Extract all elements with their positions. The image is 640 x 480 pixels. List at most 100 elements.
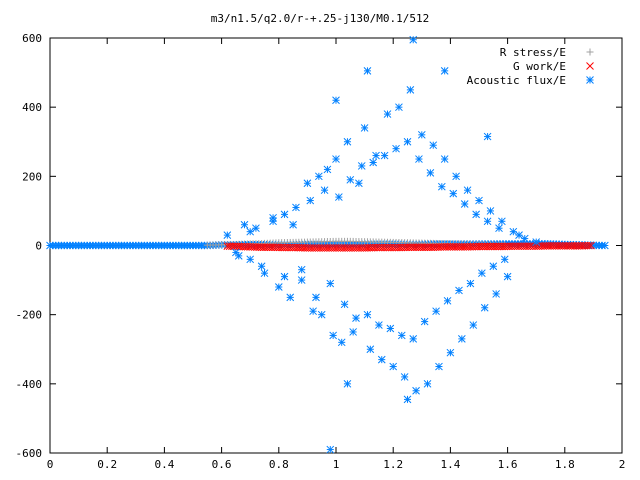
legend-marker [586,62,594,70]
acoustic-flux-point [274,283,283,291]
y-tick-label: -200 [16,309,43,322]
acoustic-flux-point [443,296,452,305]
x-tick-label: 1.4 [440,458,460,471]
acoustic-flux-point [478,269,486,278]
acoustic-flux-point [440,67,449,75]
acoustic-flux-point [323,165,332,174]
acoustic-flux-point [380,151,389,160]
acoustic-flux-point [280,272,289,281]
acoustic-flux-point [492,290,501,298]
g-work-series [223,241,595,252]
acoustic-flux-point [246,255,255,264]
acoustic-flux-point [489,262,498,271]
acoustic-flux-point [306,196,315,205]
acoustic-flux-point [472,210,480,219]
x-tick-label: 0.8 [269,458,289,471]
acoustic-flux-point [460,200,469,208]
acoustic-flux-point [349,328,358,336]
acoustic-flux-point [320,186,329,195]
acoustic-flux-point [500,255,509,264]
acoustic-flux-point [486,207,495,215]
acoustic-flux-point [346,175,355,184]
acoustic-flux-point [432,307,440,316]
acoustic-flux-point [403,137,412,146]
acoustic-flux-point [446,348,455,357]
acoustic-flux-point [269,213,277,222]
acoustic-flux-point [400,373,409,381]
acoustic-flux-point [246,227,255,236]
y-tick-label: 600 [22,32,42,45]
acoustic-flux-point [475,196,483,205]
acoustic-flux-point [440,155,449,163]
acoustic-flux-point [420,317,429,326]
acoustic-flux-point [520,234,529,243]
acoustic-flux-point [375,321,383,329]
y-tick-label: -600 [16,447,43,460]
acoustic-flux-point [483,132,492,141]
acoustic-flux-point [303,179,312,188]
acoustic-flux-point [452,172,460,181]
legend-label: R stress/E [500,46,566,59]
acoustic-flux-point [332,96,340,105]
acoustic-flux-point [234,252,243,260]
acoustic-flux-point [297,265,306,274]
axis-ticks: 0 0.2 0.4 0.6 0.8 1 1.2 1.4 1.6 1.8 2 -600 -400 -200 0… [16,32,626,471]
acoustic-flux-point [363,310,372,319]
acoustic-flux-point [280,210,289,219]
acoustic-flux-baseline-point [600,241,609,250]
acoustic-flux-point [223,231,232,239]
acoustic-flux-point [377,355,386,364]
acoustic-flux-point [389,362,398,371]
y-tick-label: 0 [35,240,42,253]
x-tick-label: 0.4 [154,458,174,471]
g-work-point [584,241,593,250]
acoustic-flux-point [337,338,346,347]
acoustic-flux-point [495,224,503,233]
acoustic-flux-point [498,217,506,226]
acoustic-flux-point [397,331,406,340]
g-work-point [587,241,595,250]
acoustic-flux-point [360,124,369,132]
acoustic-flux-point [383,110,392,118]
acoustic-flux-point [480,303,489,312]
acoustic-flux-point [426,169,435,177]
acoustic-flux-point [309,307,317,316]
y-tick-label: 200 [22,170,42,183]
acoustic-flux-point [463,186,472,195]
acoustic-flux-point [372,151,380,160]
acoustic-flux-point [257,262,266,271]
acoustic-flux-point [343,137,352,146]
acoustic-flux-point [369,158,378,167]
chart-title: m3/n1.5/q2.0/r-+.25-j130/M0.1/512 [211,12,430,25]
acoustic-flux-point [449,189,458,198]
acoustic-flux-point [312,293,320,302]
acoustic-flux-point [343,379,352,388]
acoustic-flux-point [412,386,420,395]
acoustic-flux-point [332,155,340,163]
acoustic-flux-point [355,179,363,188]
acoustic-flux-point [326,445,335,454]
acoustic-flux-point [363,67,372,75]
legend-marker [586,48,594,56]
acoustic-flux-point [326,279,335,288]
acoustic-flux-point [317,310,326,319]
x-tick-label: 0.2 [97,458,117,471]
x-tick-label: 1 [333,458,340,471]
acoustic-flux-point [340,300,349,309]
acoustic-flux-point [366,345,375,354]
acoustic-flux-point [503,272,512,281]
acoustic-flux-point [515,231,523,239]
acoustic-flux-point [403,395,412,404]
acoustic-flux-series [223,35,541,454]
data-marks [46,35,609,454]
acoustic-flux-point [532,238,541,246]
acoustic-flux-point [395,103,403,112]
acoustic-flux-point [417,130,426,139]
acoustic-flux-point [297,276,306,284]
x-tick-label: 0.6 [212,458,232,471]
x-tick-label: 1.6 [498,458,518,471]
acoustic-flux-point [335,193,343,201]
acoustic-flux-point [469,321,478,329]
acoustic-flux-point [289,220,297,229]
